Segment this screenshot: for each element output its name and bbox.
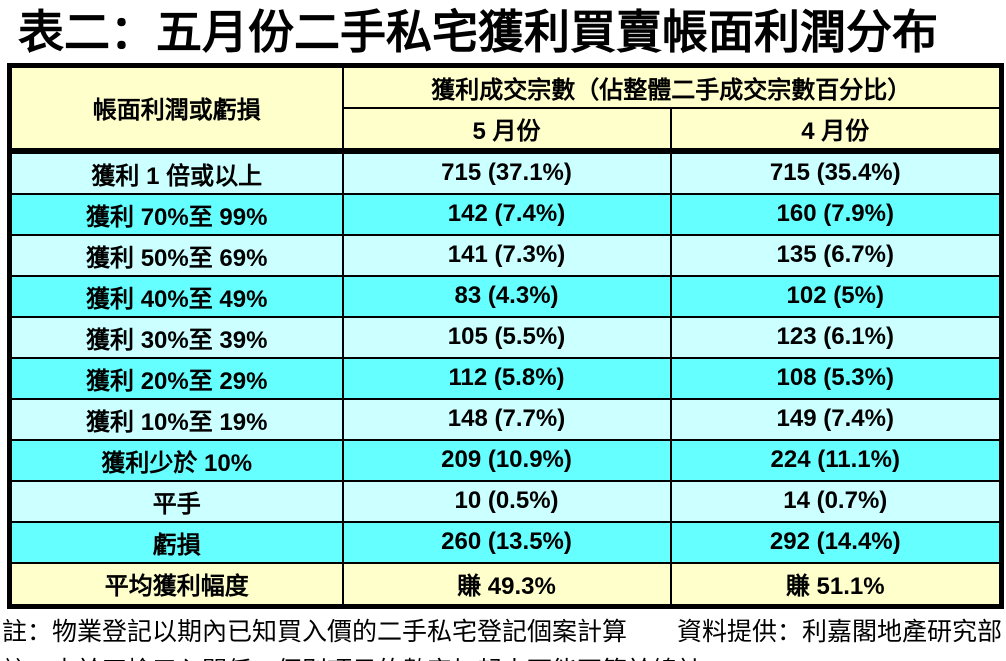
table-row: 獲利 10%至 19% 148 (7.7%) 149 (7.4%) (8, 397, 1003, 441)
header-transactions-group: 獲利成交宗數（佔整體二手成交宗數百分比） (341, 64, 1003, 109)
apr-value: 135 (6.7%) (669, 233, 1003, 277)
summary-row: 平均獲利幅度 賺 49.3% 賺 51.1% (8, 561, 1003, 608)
source-credit: 資料提供：利嘉閣地產研究部 (676, 618, 1002, 646)
row-label: 獲利 40%至 49% (8, 274, 344, 318)
table-row: 虧損 260 (13.5%) 292 (14.4%) (8, 520, 1003, 564)
apr-value: 292 (14.4%) (669, 520, 1003, 564)
row-label: 虧損 (8, 520, 344, 564)
may-value: 10 (0.5%) (341, 479, 672, 523)
table-row: 獲利 30%至 39% 105 (5.5%) 123 (6.1%) (8, 315, 1003, 359)
apr-value: 149 (7.4%) (669, 397, 1003, 441)
may-value: 112 (5.8%) (341, 356, 672, 400)
row-label: 獲利 50%至 69% (8, 233, 344, 277)
may-value: 715 (37.1%) (341, 149, 672, 195)
apr-value: 224 (11.1%) (669, 438, 1003, 482)
may-value: 148 (7.7%) (341, 397, 672, 441)
apr-value: 14 (0.7%) (669, 479, 1003, 523)
table-row: 獲利少於 10% 209 (10.9%) 224 (11.1%) (8, 438, 1003, 482)
apr-value: 123 (6.1%) (669, 315, 1003, 359)
table-row: 獲利 20%至 29% 112 (5.8%) 108 (5.3%) (8, 356, 1003, 400)
row-label: 獲利 20%至 29% (8, 356, 344, 400)
apr-value: 102 (5%) (669, 274, 1003, 318)
table-header: 帳面利潤或虧損 獲利成交宗數（佔整體二手成交宗數百分比） 5 月份 4 月份 (8, 64, 1003, 154)
table-footer: 平均獲利幅度 賺 49.3% 賺 51.1% (8, 561, 1003, 608)
notes-block: 註：物業登記以期內已知買入價的二手私宅登記個案計算 資料提供：利嘉閣地產研究部 … (0, 618, 1006, 661)
header-profit-or-loss: 帳面利潤或虧損 (8, 64, 344, 154)
row-label: 平手 (8, 479, 344, 523)
may-value: 83 (4.3%) (341, 274, 672, 318)
table-body: 獲利 1 倍或以上 715 (37.1%) 715 (35.4%) 獲利 70%… (8, 149, 1003, 564)
row-label: 獲利 1 倍或以上 (8, 149, 344, 195)
header-april: 4 月份 (669, 106, 1003, 154)
row-label: 獲利少於 10% (8, 438, 344, 482)
apr-value: 160 (7.9%) (669, 192, 1003, 236)
row-label: 獲利 70%至 99% (8, 192, 344, 236)
profit-distribution-table: 帳面利潤或虧損 獲利成交宗數（佔整體二手成交宗數百分比） 5 月份 4 月份 獲… (7, 62, 1004, 609)
row-label: 獲利 10%至 19% (8, 397, 344, 441)
header-row-group: 帳面利潤或虧損 獲利成交宗數（佔整體二手成交宗數百分比） (8, 64, 1003, 154)
may-value: 260 (13.5%) (341, 520, 672, 564)
may-value: 142 (7.4%) (341, 192, 672, 236)
table-row: 獲利 70%至 99% 142 (7.4%) 160 (7.9%) (8, 192, 1003, 236)
may-value: 141 (7.3%) (341, 233, 672, 277)
table-row: 獲利 50%至 69% 141 (7.3%) 135 (6.7%) (8, 233, 1003, 277)
summary-may-value: 賺 49.3% (341, 561, 672, 608)
header-row-months: 5 月份 4 月份 (10, 106, 1003, 154)
note-2: 註：由於四捨五入關係，個別項目的數字加起來可能不等於總計 (2, 657, 1002, 661)
header-may: 5 月份 (341, 106, 672, 154)
may-value: 105 (5.5%) (341, 315, 672, 359)
table-row: 平手 10 (0.5%) 14 (0.7%) (8, 479, 1003, 523)
row-label: 獲利 30%至 39% (8, 315, 344, 359)
note-1: 註：物業登記以期內已知買入價的二手私宅登記個案計算 (2, 618, 628, 646)
may-value: 209 (10.9%) (341, 438, 672, 482)
apr-value: 715 (35.4%) (669, 149, 1003, 195)
table-row: 獲利 40%至 49% 83 (4.3%) 102 (5%) (8, 274, 1003, 318)
summary-apr-value: 賺 51.1% (669, 561, 1003, 608)
summary-label: 平均獲利幅度 (8, 561, 344, 608)
table-row: 獲利 1 倍或以上 715 (37.1%) 715 (35.4%) (8, 149, 1003, 195)
apr-value: 108 (5.3%) (669, 356, 1003, 400)
page-title: 表二：五月份二手私宅獲利買賣帳面利潤分布 (18, 5, 938, 59)
